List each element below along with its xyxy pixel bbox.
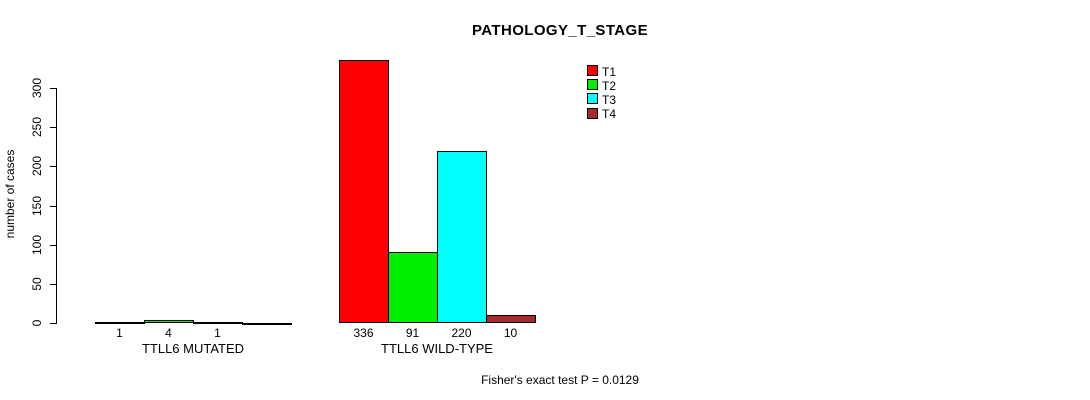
legend-label-t3: T3 [602, 92, 617, 107]
y-tick-label: 50 [30, 277, 44, 291]
y-tick [50, 283, 56, 285]
legend-swatch-t3 [587, 93, 598, 105]
legend-label-t1: T1 [602, 64, 617, 79]
bar-value-label: 220 [451, 326, 472, 340]
y-tick-label: 100 [30, 234, 44, 255]
y-tick-label: 150 [30, 195, 44, 216]
bar-value-label: 1 [214, 326, 221, 340]
bar-t1-group2 [339, 60, 389, 323]
y-tick-label: 200 [30, 156, 44, 177]
bar-t4-group2 [486, 315, 536, 323]
y-tick [50, 205, 56, 207]
legend-swatch-t4 [587, 107, 598, 119]
y-tick-label: 300 [30, 78, 44, 99]
legend-swatch-t1 [587, 65, 598, 76]
bar-t3-group2 [437, 150, 487, 323]
bar-t4-group1 [242, 323, 292, 325]
bar-value-label: 1 [116, 326, 123, 340]
legend-label-t2: T2 [602, 78, 617, 93]
bar-value-label: 4 [165, 326, 172, 340]
annotation-text: Fisher's exact test P = 0.0129 [481, 373, 639, 387]
bar-t1-group1 [95, 322, 145, 325]
y-tick [50, 166, 56, 168]
chart-title: PATHOLOGY_T_STAGE [472, 22, 648, 39]
y-axis-line [56, 88, 57, 324]
bar-t2-group1 [144, 319, 194, 323]
bar-value-label: 10 [503, 326, 518, 340]
legend-swatch-t2 [587, 79, 598, 91]
y-tick [50, 323, 56, 324]
x-category-label-2: TTLL6 WILD-TYPE [381, 341, 493, 356]
y-tick [50, 88, 56, 90]
bar-value-label: 91 [405, 326, 420, 340]
bar-t3-group1 [193, 322, 243, 325]
bar-t2-group2 [388, 251, 438, 323]
bar-value-label: 336 [353, 326, 374, 340]
legend-label-t4: T4 [602, 107, 617, 122]
y-tick-label: 250 [30, 117, 44, 138]
y-tick [50, 244, 56, 246]
x-category-label-1: TTLL6 MUTATED [141, 341, 245, 356]
y-tick [50, 127, 56, 129]
y-tick-label: 0 [30, 319, 44, 327]
